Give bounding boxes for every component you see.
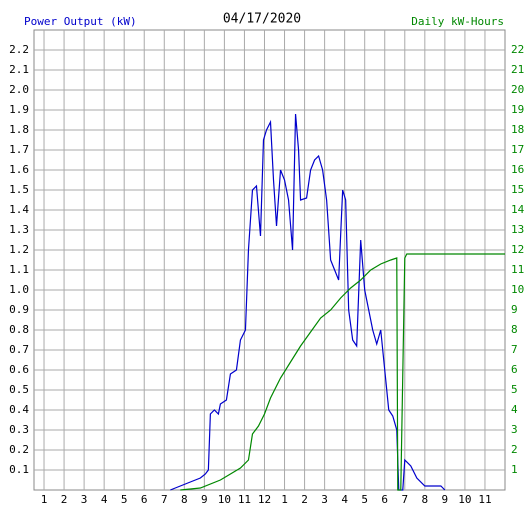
x-tick-label: 11 <box>478 493 491 506</box>
y-tick-label: 0.4 <box>9 403 29 416</box>
x-tick-label: 6 <box>141 493 148 506</box>
y-tick-label: 1.3 <box>9 223 29 236</box>
y-tick-label: 1.2 <box>9 243 29 256</box>
x-tick-label: 10 <box>458 493 471 506</box>
x-tick-label: 9 <box>201 493 208 506</box>
y2-tick-label: 14 <box>511 203 525 216</box>
x-tick-label: 5 <box>121 493 128 506</box>
y2-tick-label: 17 <box>511 143 524 156</box>
y-tick-label: 0.1 <box>9 463 29 476</box>
y2-tick-label: 8 <box>511 323 518 336</box>
x-tick-label: 8 <box>181 493 188 506</box>
y2-axis-label: Daily kW-Hours <box>411 15 504 28</box>
y2-tick-label: 20 <box>511 83 524 96</box>
x-tick-label: 2 <box>301 493 308 506</box>
y2-tick-label: 7 <box>511 343 518 356</box>
x-tick-label: 4 <box>341 493 348 506</box>
y-tick-label: 1.8 <box>9 123 29 136</box>
y2-tick-label: 3 <box>511 423 518 436</box>
y-tick-label: 1.4 <box>9 203 29 216</box>
x-tick-label: 5 <box>361 493 368 506</box>
y2-tick-label: 18 <box>511 123 524 136</box>
y-tick-label: 2.2 <box>9 43 29 56</box>
y-tick-label: 0.8 <box>9 323 29 336</box>
y2-tick-label: 10 <box>511 283 524 296</box>
series-line <box>170 113 446 491</box>
y-tick-label: 0.3 <box>9 423 29 436</box>
y-tick-label: 2.0 <box>9 83 29 96</box>
x-tick-label: 7 <box>161 493 168 506</box>
y-axis-label: Power Output (kW) <box>24 15 137 28</box>
x-tick-label: 2 <box>61 493 68 506</box>
x-tick-label: 1 <box>281 493 288 506</box>
x-tick-label: 11 <box>238 493 251 506</box>
x-tick-label: 6 <box>381 493 388 506</box>
y-tick-label: 1.7 <box>9 143 29 156</box>
y-tick-label: 0.9 <box>9 303 29 316</box>
y-tick-label: 1.9 <box>9 103 29 116</box>
y2-tick-label: 15 <box>511 183 524 196</box>
y2-tick-label: 11 <box>511 263 524 276</box>
x-tick-label: 9 <box>442 493 449 506</box>
series-line <box>180 253 505 491</box>
y2-tick-label: 9 <box>511 303 518 316</box>
x-tick-label: 12 <box>258 493 271 506</box>
x-tick-label: 8 <box>422 493 429 506</box>
y-tick-label: 0.5 <box>9 383 29 396</box>
y2-tick-label: 16 <box>511 163 524 176</box>
y2-tick-label: 4 <box>511 403 518 416</box>
x-tick-label: 10 <box>218 493 231 506</box>
y2-tick-label: 22 <box>511 43 524 56</box>
x-tick-label: 3 <box>321 493 328 506</box>
y-tick-label: 1.5 <box>9 183 29 196</box>
plot-area <box>33 29 506 491</box>
y-tick-label: 1.6 <box>9 163 29 176</box>
y-tick-label: 1.0 <box>9 283 29 296</box>
y2-tick-label: 19 <box>511 103 524 116</box>
y-tick-label: 0.6 <box>9 363 29 376</box>
y2-tick-label: 13 <box>511 223 524 236</box>
x-tick-label: 4 <box>101 493 108 506</box>
y-tick-label: 0.7 <box>9 343 29 356</box>
x-tick-label: 7 <box>401 493 408 506</box>
y2-tick-label: 1 <box>511 463 518 476</box>
y2-tick-label: 12 <box>511 243 524 256</box>
x-tick-label: 1 <box>41 493 48 506</box>
y2-tick-label: 6 <box>511 363 518 376</box>
y-tick-label: 2.1 <box>9 63 29 76</box>
y2-tick-label: 2 <box>511 443 518 456</box>
chart-title: 04/17/2020 <box>223 12 301 27</box>
x-tick-label: 3 <box>81 493 88 506</box>
y-tick-label: 0.2 <box>9 443 29 456</box>
y2-tick-label: 5 <box>511 383 518 396</box>
y2-tick-label: 21 <box>511 63 524 76</box>
y-tick-label: 1.1 <box>9 263 29 276</box>
